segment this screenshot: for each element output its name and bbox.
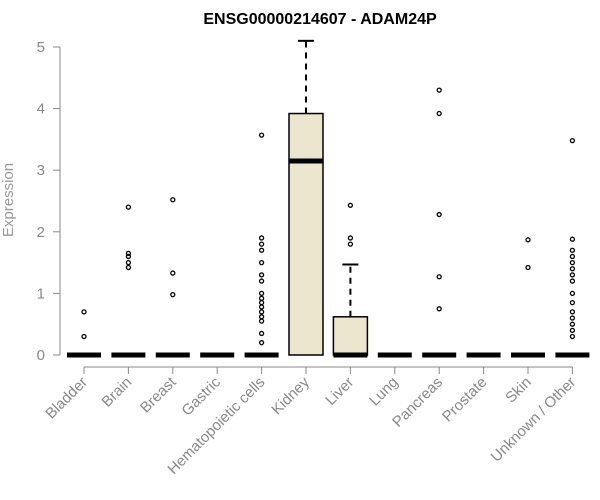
outlier-point [569, 333, 576, 340]
y-tick-label: 1 [37, 285, 45, 302]
outlier-point [125, 250, 132, 257]
outlier-point [436, 110, 442, 117]
x-tick-label: Skin [502, 374, 535, 407]
outlier-point [436, 87, 442, 93]
outlier-point [569, 272, 576, 278]
boxes-layer [67, 39, 590, 358]
y-tick-label: 4 [37, 101, 45, 118]
outlier-point [170, 197, 176, 203]
outlier-point [258, 340, 265, 346]
outlier-point [569, 236, 576, 242]
x-tick-label: Unknown / Other [488, 374, 580, 466]
outlier-point [258, 304, 265, 310]
y-tick-label: 2 [37, 224, 45, 241]
outlier-point [569, 321, 576, 327]
x-tick-label: Breast [137, 373, 180, 416]
outlier-point [258, 235, 265, 241]
x-tick-label: Lung [366, 374, 402, 410]
y-tick-label: 5 [37, 39, 45, 56]
outlier-point [569, 266, 576, 272]
x-tick-label: Liver [322, 374, 357, 409]
outlier-point [258, 295, 265, 301]
x-tick-label: Brain [98, 374, 135, 411]
outlier-point [347, 202, 354, 208]
outlier-point [258, 247, 265, 253]
box-unknown-other [555, 137, 590, 358]
outlier-point [125, 259, 132, 266]
outlier-point [258, 272, 265, 278]
y-tick-label: 3 [37, 162, 45, 179]
outlier-point [347, 235, 354, 241]
outlier-point [81, 309, 87, 315]
outlier-point [525, 237, 531, 243]
outlier-point [170, 291, 176, 298]
outlier-point [258, 309, 265, 315]
outlier-point [569, 247, 576, 253]
outlier-point [569, 278, 576, 284]
y-tick-label: 0 [37, 347, 45, 364]
outlier-point [525, 264, 531, 271]
outlier-point [569, 309, 576, 315]
outlier-point [569, 290, 576, 297]
box-iqr [288, 112, 324, 356]
x-tick-label: Bladder [42, 374, 91, 423]
outlier-point [125, 264, 132, 271]
box-iqr [332, 316, 369, 356]
box-kidney [288, 39, 324, 356]
outlier-point [258, 241, 265, 247]
outlier-point [569, 253, 576, 260]
outlier-point [258, 314, 265, 320]
outlier-point [569, 299, 576, 306]
outlier-point [258, 132, 265, 138]
outlier-point [170, 270, 176, 276]
x-tick-label: Kidney [268, 373, 313, 418]
outlier-point [258, 318, 265, 324]
outlier-point [258, 278, 265, 284]
y-axis: 0 1 2 3 4 5 [37, 39, 61, 364]
outlier-point [258, 330, 265, 337]
chart-title: ENSG00000214607 - ADAM24P [203, 11, 437, 28]
box-hematopoietic-cells [244, 132, 279, 358]
box-brain [111, 204, 146, 358]
outlier-point [436, 306, 442, 312]
outlier-point [569, 137, 576, 144]
outlier-point [436, 274, 442, 280]
outlier-point [569, 315, 576, 321]
outlier-point [125, 253, 132, 260]
box-liver [332, 202, 369, 358]
outlier-point [569, 259, 576, 266]
outlier-point [258, 259, 265, 266]
outlier-point [81, 333, 87, 340]
outlier-point [258, 290, 265, 297]
box-skin [511, 237, 545, 358]
outlier-point [125, 204, 132, 210]
box-bladder [67, 309, 101, 358]
outlier-point [436, 211, 442, 218]
outlier-point [347, 241, 354, 247]
box-pancreas [422, 87, 457, 358]
outlier-point [569, 327, 576, 334]
outlier-point [258, 299, 265, 306]
y-axis-label: Expression [0, 163, 17, 237]
box-breast [155, 197, 190, 358]
x-tick-label: Prostate [439, 374, 491, 426]
